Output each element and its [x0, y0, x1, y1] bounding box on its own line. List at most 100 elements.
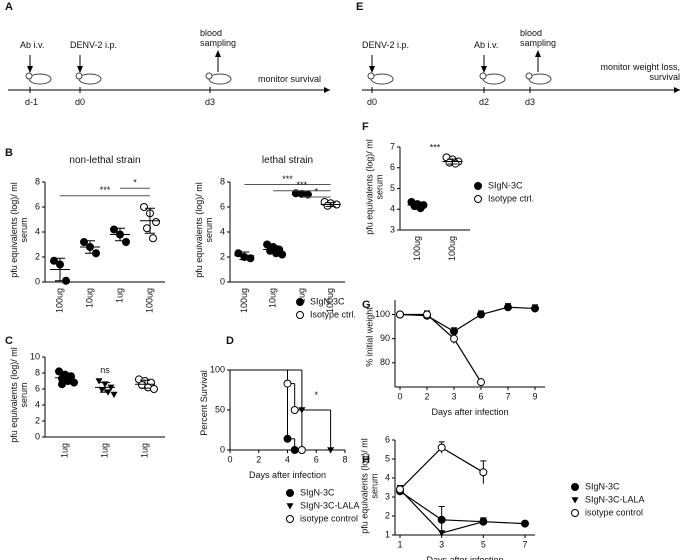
panel-letter: H [362, 454, 370, 466]
marker [531, 304, 539, 313]
event-label: blood sampling [520, 28, 557, 48]
x-tick-label: 2 [256, 454, 261, 464]
marker [479, 518, 487, 526]
marker [477, 310, 485, 319]
day-label: d0 [75, 97, 86, 107]
y-tick-label: 2 [385, 510, 390, 520]
panel-letter: C [5, 335, 13, 347]
arrowhead [77, 66, 83, 73]
marker [521, 519, 529, 528]
series-line [399, 446, 484, 490]
y-tick-label: 8 [35, 367, 40, 377]
y-axis-label: pfu equivalents (log)/ ml serum [359, 437, 379, 534]
arrowhead [481, 66, 487, 73]
y-tick-label: 90 [380, 333, 390, 343]
chart-title: non-lethal strain [69, 155, 141, 166]
legend-label: SIgN-3C [300, 487, 335, 497]
marker [571, 497, 579, 504]
marker [571, 483, 579, 491]
significance-label: * [133, 178, 137, 188]
chart-title: lethal strain [261, 155, 314, 166]
y-tick-label: 100 [210, 364, 225, 374]
x-tick-label: 1ug [99, 443, 109, 458]
significance-label: *** [100, 185, 111, 195]
event-label: DENV-2 i.p. [362, 40, 410, 50]
y-tick-label: 50 [215, 404, 225, 414]
marker [110, 225, 118, 234]
y-tick-label: 4 [35, 226, 40, 236]
y-tick-label: 4 [390, 204, 395, 214]
marker [50, 256, 58, 265]
x-tick-label: 10ug [268, 288, 278, 308]
legend-label: SIgN-3C-LALA [300, 500, 360, 510]
y-tick-label: 0 [35, 431, 40, 441]
significance-label: *** [297, 180, 308, 190]
marker [416, 204, 425, 213]
mouse-head [205, 72, 213, 80]
marker [283, 379, 292, 388]
legend-label: SIgN-3C-LALA [585, 494, 645, 504]
panel-letter: D [226, 335, 234, 347]
mouse-head [525, 72, 533, 80]
mouse-head [75, 72, 83, 80]
x-tick-label: 100ug [239, 288, 249, 313]
panel-letter: B [5, 147, 13, 159]
arrowhead [535, 50, 541, 57]
legend-label: Isotype ctrl. [310, 309, 356, 319]
x-tick-label: 7 [522, 539, 527, 549]
y-tick-label: 4 [220, 226, 225, 236]
y-tick-label: 2 [220, 251, 225, 261]
panel-letter: G [362, 299, 371, 311]
marker [290, 446, 299, 454]
y-axis-label: % initial weight [364, 306, 374, 367]
x-tick-label: 100ug [54, 288, 64, 313]
legend-label: isotype control [585, 507, 643, 517]
y-tick-label: 6 [220, 201, 225, 211]
marker [70, 378, 78, 387]
x-tick-label: 100ug [447, 236, 457, 261]
mouse-head [367, 72, 375, 80]
x-tick-label: 7 [505, 391, 510, 401]
y-axis-label: pfu equivalents (log)/ ml serum [364, 138, 384, 235]
series-line [400, 313, 482, 383]
day-label: d-1 [25, 97, 39, 107]
x-tick-label: 100ug [412, 236, 422, 261]
x-tick-label: 0 [397, 391, 402, 401]
marker [423, 310, 431, 319]
marker [296, 298, 304, 306]
legend-label: Isotype ctrl. [488, 193, 534, 203]
marker [290, 406, 299, 414]
x-axis-label: Days after infection [431, 407, 509, 417]
panel-letter: A [5, 1, 13, 13]
event-label: Ab i.v. [474, 40, 499, 50]
y-tick-label: 4 [35, 399, 40, 409]
marker [286, 515, 294, 523]
marker [327, 447, 335, 454]
event-label: Ab i.v. [20, 40, 45, 50]
legend-label: isotype control [300, 513, 358, 523]
marker [437, 515, 446, 524]
x-tick-label: 2 [424, 391, 429, 401]
x-tick-label: 1ug [296, 288, 306, 303]
y-tick-label: 6 [390, 162, 395, 172]
marker [286, 503, 294, 510]
y-tick-label: 1 [385, 529, 390, 539]
x-tick-label: 1 [397, 539, 402, 549]
annotation: ns [100, 365, 110, 375]
marker [297, 446, 306, 454]
legend-label: SIgN-3C [585, 481, 620, 491]
y-tick-label: 100 [375, 309, 390, 319]
marker [450, 334, 458, 343]
marker [296, 311, 304, 319]
x-tick-label: 4 [285, 454, 290, 464]
y-axis-label: pfu equivalents (log)/ ml serum [9, 182, 29, 278]
x-tick-label: 6 [314, 454, 319, 464]
marker [122, 238, 130, 246]
y-tick-label: 7 [390, 141, 395, 151]
x-tick-label: 9 [532, 391, 537, 401]
marker [140, 203, 148, 211]
day-label: d2 [479, 97, 490, 107]
arrowhead [369, 66, 375, 73]
day-label: d3 [205, 97, 216, 107]
